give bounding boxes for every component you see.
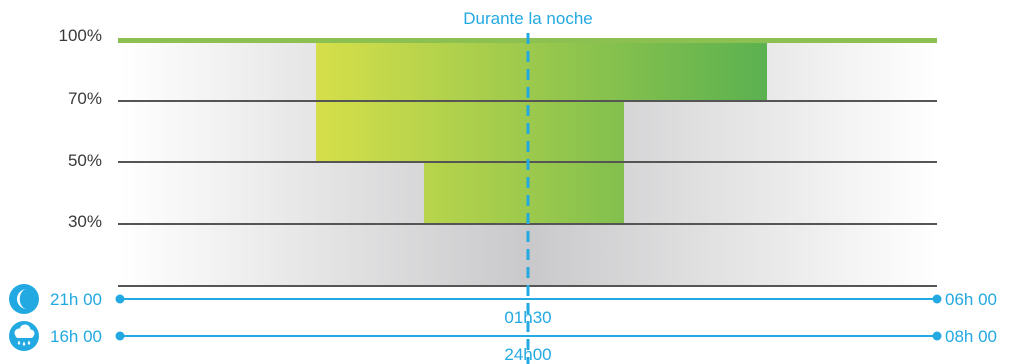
rain-timeline-start-dot (115, 331, 125, 341)
moon-icon (9, 284, 39, 314)
dimming-profile (316, 41, 767, 224)
level-label-100: 100% (59, 26, 102, 45)
diagram-title: Durante la noche (463, 9, 592, 28)
level-label-50: 50% (68, 151, 102, 170)
moon-middle-time: 01h30 (504, 308, 551, 327)
moon-end-time: 06h 00 (945, 290, 997, 309)
rain-middle-time: 24h00 (504, 345, 551, 364)
moon-timeline-start-dot (115, 294, 125, 304)
level-label-30: 30% (68, 212, 102, 231)
rain-timeline-end-dot (932, 331, 942, 341)
moon-timeline-end-dot (932, 294, 942, 304)
level-label-70: 70% (68, 89, 102, 108)
moon-start-time: 21h 00 (50, 290, 102, 309)
rain-start-time: 16h 00 (50, 327, 102, 346)
rain-end-time: 08h 00 (945, 327, 997, 346)
rain-cloud-icon (9, 321, 39, 351)
